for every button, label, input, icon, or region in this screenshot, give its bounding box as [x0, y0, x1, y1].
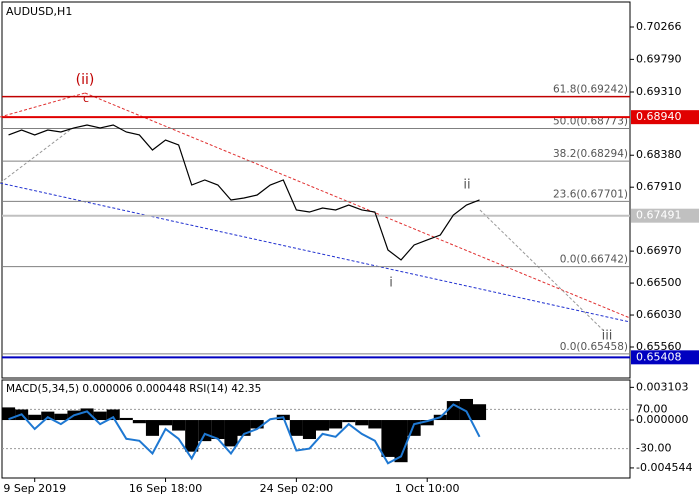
macd-bar: [41, 411, 55, 421]
macd-bar: [250, 420, 264, 429]
macd-bar: [28, 414, 42, 421]
chart-title: AUDUSD,H1: [6, 5, 72, 18]
y-tick-label: 0.66970: [636, 244, 682, 257]
trend-line: [84, 92, 631, 319]
fib-level-label: 0.0(0.65458): [560, 341, 628, 353]
main-frame: [1, 1, 631, 379]
y-tick-label: 0.66500: [636, 276, 682, 289]
macd-bar: [119, 417, 133, 421]
y-tick-label: 0.68380: [636, 148, 682, 161]
indicator-tick-label: 0.000000: [636, 413, 689, 426]
macd-bar: [145, 420, 159, 436]
y-tick-label: 0.69310: [636, 85, 682, 98]
macd-bar: [185, 420, 199, 452]
indicator-frame: [1, 379, 631, 479]
macd-bar: [132, 420, 146, 424]
fib-level-label: 61.8(0.69242): [553, 84, 628, 96]
macd-bar: [459, 398, 473, 421]
trend-line: [0, 182, 631, 323]
y-tick-label: 0.69790: [636, 52, 682, 65]
macd-bar: [420, 420, 434, 426]
wave-label: (ii): [76, 72, 95, 88]
wave-label: ii: [463, 178, 470, 193]
price-box: [631, 350, 699, 365]
x-tick-label: 1 Oct 10:00: [395, 482, 460, 495]
price-box: [631, 208, 699, 223]
macd-bar: [224, 420, 238, 447]
macd-bar: [80, 408, 94, 421]
macd-bar: [172, 420, 186, 431]
indicator-tick-label: 0.003103: [636, 380, 689, 393]
fib-level-label: 50.0(0.68773): [553, 116, 628, 128]
rsi-level-label: -30.00: [636, 442, 671, 455]
macd-bar: [289, 420, 303, 436]
macd-bar: [302, 420, 316, 440]
price-box: [631, 110, 699, 125]
macd-bar: [381, 420, 395, 457]
macd-bar: [329, 420, 343, 429]
macd-bar: [2, 407, 16, 421]
macd-bar: [473, 404, 487, 421]
y-tick-label: 0.65560: [636, 340, 682, 353]
indicator-tick-label: -0.004544: [636, 461, 692, 474]
fib-level-label: 23.6(0.67701): [553, 188, 628, 200]
macd-bar: [54, 413, 68, 421]
x-tick-label: 16 Sep 18:00: [129, 482, 202, 495]
macd-bar: [93, 411, 107, 421]
macd-bar: [106, 409, 120, 421]
projection-line: [479, 209, 606, 333]
x-tick-label: 24 Sep 02:00: [260, 482, 333, 495]
fib-level-label: 0.0(0.66742): [560, 254, 628, 266]
price-box-label: 0.68940: [636, 110, 682, 123]
macd-bar: [368, 420, 382, 429]
macd-bar: [316, 420, 330, 431]
macd-bar: [394, 420, 408, 463]
price-box-label: 0.65408: [636, 350, 682, 363]
fib-level-label: 38.2(0.68294): [553, 148, 628, 160]
price-box-label: 0.67491: [636, 209, 682, 222]
macd-bar: [198, 420, 212, 442]
price-line: [8, 124, 480, 261]
x-tick-label: 9 Sep 2019: [3, 482, 66, 495]
rsi-level-label: 70.00: [636, 402, 668, 415]
wave-label: c: [83, 92, 89, 105]
y-tick-label: 0.67910: [636, 180, 682, 193]
macd-bar: [211, 420, 225, 440]
wave-label: iii: [602, 329, 613, 344]
indicator-title: MACD(5,34,5) 0.000006 0.000448 RSI(14) 4…: [6, 383, 261, 395]
wave-label: i: [389, 276, 393, 291]
macd-bar: [355, 420, 369, 426]
rsi-line: [8, 403, 481, 465]
y-tick-label: 0.66030: [636, 308, 682, 321]
y-tick-label: 0.70266: [636, 20, 682, 33]
macd-bar: [342, 420, 356, 423]
macd-bar: [159, 420, 173, 426]
